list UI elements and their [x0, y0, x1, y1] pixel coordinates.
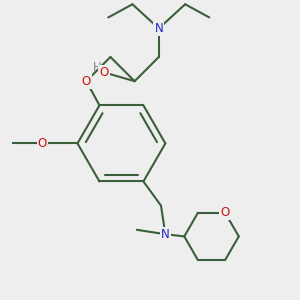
Text: O: O: [82, 75, 91, 88]
Text: O: O: [99, 66, 109, 79]
Text: O: O: [38, 137, 47, 150]
Text: O: O: [220, 206, 230, 219]
Text: N: N: [161, 228, 170, 241]
Text: H: H: [93, 61, 102, 74]
Text: N: N: [154, 22, 163, 35]
